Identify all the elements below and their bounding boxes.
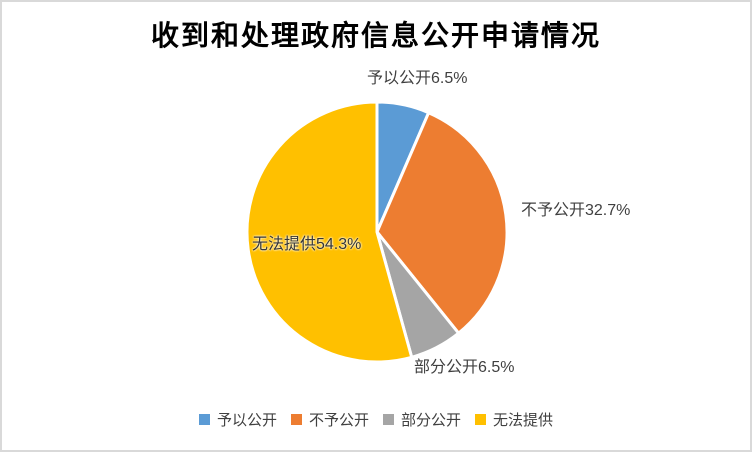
- pie-slice-denied[interactable]: [375, 111, 509, 335]
- legend-label-granted: 予以公开: [216, 412, 277, 429]
- pie-slice-unavailable[interactable]: [245, 100, 414, 364]
- legend-swatch-granted: [198, 414, 210, 425]
- legend-label-partial: 部分公开: [401, 412, 462, 429]
- data-label-unavailable: 无法提供54.3%: [252, 236, 362, 253]
- legend-swatch-unavailable: [475, 414, 487, 425]
- data-label-partial: 部分公开6.5%: [414, 359, 515, 376]
- legend-item-denied[interactable]: 不予公开: [290, 409, 369, 430]
- legend: 予以公开 不予公开 部分公开 无法提供: [2, 409, 750, 430]
- chart-title: 收到和处理政府信息公开申请情况: [150, 19, 601, 52]
- legend-item-partial[interactable]: 部分公开: [383, 409, 461, 430]
- legend-swatch-partial: [383, 414, 394, 425]
- legend-label-unavailable: 无法提供: [493, 412, 554, 429]
- legend-item-unavailable[interactable]: 无法提供: [475, 409, 553, 430]
- legend-item-granted[interactable]: 予以公开: [198, 409, 277, 430]
- legend-label-denied: 不予公开: [308, 412, 369, 429]
- legend-swatch-denied: [290, 414, 302, 425]
- data-label-denied: 不予公开32.7%: [521, 202, 631, 219]
- data-label-granted: 予以公开6.5%: [367, 70, 468, 87]
